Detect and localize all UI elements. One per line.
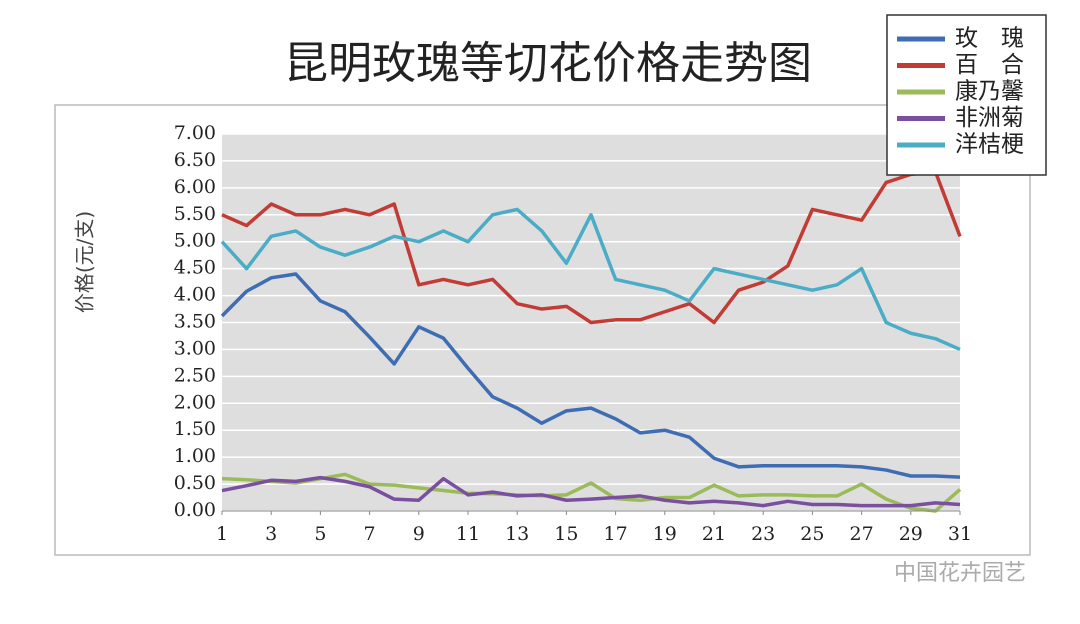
- y-tick-label: 3.00: [174, 337, 216, 359]
- x-tick-label: 23: [751, 523, 775, 545]
- x-tick-label: 3: [265, 523, 277, 545]
- y-tick-label: 3.50: [174, 311, 216, 333]
- legend-label: 非洲菊: [955, 105, 1024, 131]
- chart-title: 昆明玫瑰等切花价格走势图: [284, 38, 812, 89]
- series-line: [221, 472, 962, 513]
- x-tick-label: 25: [800, 523, 824, 545]
- x-tick-label: 29: [899, 523, 923, 545]
- series-line: [220, 207, 961, 352]
- series-lines: [220, 169, 962, 513]
- y-tick-label: 2.50: [174, 364, 216, 386]
- x-tick-label: 17: [604, 523, 628, 545]
- y-tick-label: 1.50: [174, 418, 216, 440]
- chart-frame: [54, 104, 1031, 556]
- y-tick-label: 2.00: [174, 391, 216, 413]
- legend-label: 康乃馨: [955, 79, 1024, 105]
- y-tick-label: 4.50: [174, 257, 216, 279]
- y-tick-label: 7.00: [174, 122, 216, 144]
- y-tick-label: 0.50: [174, 472, 216, 494]
- x-tick-label: 13: [505, 523, 529, 545]
- x-tick-label: 31: [948, 523, 972, 545]
- y-axis-label: 价格(元/支): [73, 211, 97, 313]
- y-tick-label: 5.00: [174, 230, 216, 252]
- y-tick-label: 6.00: [174, 176, 216, 198]
- series-line: [221, 169, 962, 325]
- series-line: [220, 272, 961, 479]
- y-tick-label: 0.00: [174, 499, 216, 521]
- x-tick-label: 1: [216, 523, 228, 545]
- x-tick-label: 7: [364, 523, 376, 545]
- x-tick-label: 27: [850, 523, 874, 545]
- legend-label: 玫 瑰: [955, 26, 1024, 52]
- y-tick-label: 6.50: [174, 149, 216, 171]
- y-tick-label: 5.50: [174, 203, 216, 225]
- y-tick-label: 1.00: [174, 445, 216, 467]
- x-tick-label: 19: [653, 523, 677, 545]
- y-tick-label: 4.00: [174, 284, 216, 306]
- x-tick-label: 15: [554, 523, 578, 545]
- legend: [886, 14, 1047, 176]
- series-line: [221, 475, 961, 508]
- legend-label: 百 合: [955, 52, 1024, 78]
- x-tick-label: 5: [314, 523, 326, 545]
- x-tick-label: 9: [413, 523, 425, 545]
- legend-label: 洋桔梗: [955, 132, 1024, 158]
- x-tick-label: 21: [702, 523, 726, 545]
- x-tick-label: 11: [456, 523, 480, 545]
- watermark: 中国花卉园艺: [894, 561, 1026, 586]
